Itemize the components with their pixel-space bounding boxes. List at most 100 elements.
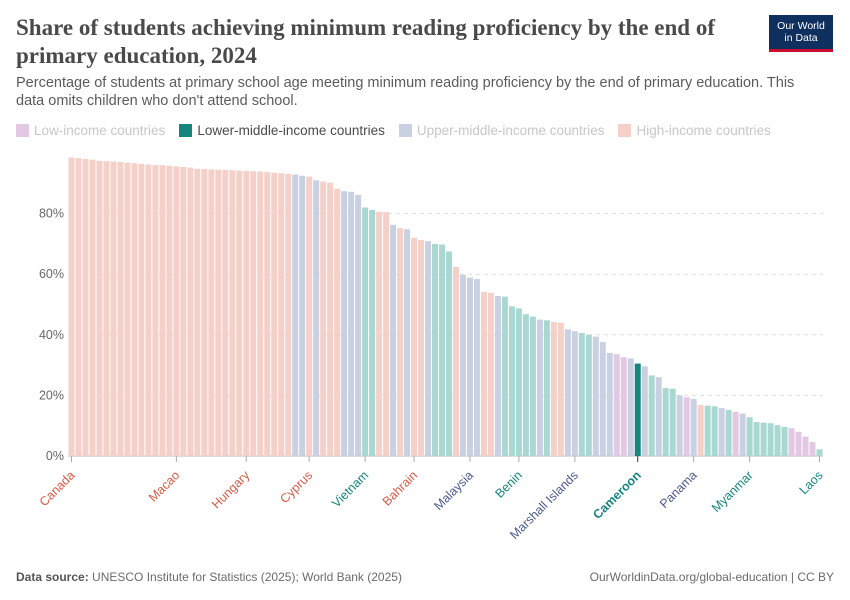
bar[interactable]	[418, 239, 425, 456]
bar[interactable]	[662, 388, 669, 456]
bar[interactable]	[404, 229, 411, 456]
bar[interactable]	[103, 161, 110, 456]
bar[interactable]	[641, 366, 648, 456]
bar[interactable]	[271, 172, 278, 456]
bar[interactable]	[739, 413, 746, 456]
bar[interactable]	[613, 354, 620, 456]
bar[interactable]	[439, 244, 445, 456]
bar[interactable]	[383, 212, 390, 456]
bar[interactable]	[341, 191, 348, 457]
bar[interactable]	[522, 314, 529, 456]
bar[interactable]	[809, 442, 816, 456]
bar-cyprus[interactable]	[306, 176, 313, 456]
bar[interactable]	[215, 169, 222, 457]
legend-item-low-income[interactable]: Low-income countries	[16, 123, 165, 138]
bar[interactable]	[620, 357, 627, 456]
bar[interactable]	[236, 170, 243, 456]
bar[interactable]	[494, 296, 501, 456]
bar[interactable]	[725, 409, 732, 456]
legend-item-high-income[interactable]: High-income countries	[618, 123, 771, 138]
bar[interactable]	[194, 168, 201, 457]
bar[interactable]	[606, 352, 613, 456]
bar-panama[interactable]	[690, 399, 697, 456]
bar[interactable]	[501, 296, 508, 456]
bar[interactable]	[788, 428, 795, 456]
bar-marshall-islands[interactable]	[571, 331, 578, 456]
bar[interactable]	[718, 408, 725, 456]
bar[interactable]	[376, 211, 383, 456]
bar[interactable]	[327, 182, 334, 456]
bar[interactable]	[683, 397, 690, 456]
bar[interactable]	[166, 165, 173, 456]
bar[interactable]	[487, 292, 494, 456]
bar[interactable]	[473, 279, 480, 456]
bar[interactable]	[704, 405, 711, 456]
bar[interactable]	[760, 422, 767, 456]
bar[interactable]	[145, 164, 152, 457]
bar[interactable]	[802, 436, 809, 456]
bar[interactable]	[536, 319, 543, 456]
bar-canada[interactable]	[68, 157, 75, 457]
bar[interactable]	[585, 334, 592, 456]
bar[interactable]	[732, 411, 739, 456]
bar[interactable]	[96, 160, 103, 457]
bar[interactable]	[397, 228, 404, 456]
bar[interactable]	[446, 251, 452, 456]
bar[interactable]	[697, 405, 704, 456]
bar[interactable]	[187, 167, 194, 456]
bar[interactable]	[138, 163, 145, 456]
bar[interactable]	[313, 180, 320, 456]
bar[interactable]	[753, 422, 760, 456]
bar[interactable]	[599, 342, 606, 456]
bar[interactable]	[369, 209, 376, 456]
bar[interactable]	[543, 320, 550, 456]
bar[interactable]	[390, 224, 397, 456]
bar[interactable]	[348, 191, 355, 456]
bar[interactable]	[159, 165, 166, 456]
bar-vietnam[interactable]	[362, 207, 369, 456]
bar[interactable]	[676, 395, 683, 456]
bar[interactable]	[320, 181, 327, 456]
bar[interactable]	[648, 375, 655, 456]
bar-malaysia[interactable]	[466, 277, 473, 456]
bar[interactable]	[669, 388, 676, 456]
bar[interactable]	[564, 329, 571, 456]
bar[interactable]	[529, 316, 536, 456]
bar[interactable]	[480, 291, 487, 456]
bar[interactable]	[655, 377, 662, 456]
bar[interactable]	[110, 161, 117, 456]
bar-hungary[interactable]	[243, 170, 250, 456]
bar[interactable]	[578, 332, 585, 456]
bar[interactable]	[459, 274, 466, 456]
bar[interactable]	[711, 406, 718, 456]
bar[interactable]	[550, 322, 557, 456]
bar[interactable]	[508, 306, 515, 456]
bar[interactable]	[592, 336, 599, 456]
bar[interactable]	[278, 173, 285, 456]
bar[interactable]	[124, 162, 131, 457]
bar[interactable]	[180, 166, 187, 457]
bar[interactable]	[452, 266, 459, 456]
bar[interactable]	[781, 426, 788, 456]
bar[interactable]	[355, 194, 362, 456]
bar[interactable]	[334, 188, 341, 456]
bar[interactable]	[82, 159, 89, 456]
bar-bahrain[interactable]	[411, 237, 418, 456]
bar-laos[interactable]	[816, 449, 823, 456]
bar[interactable]	[89, 159, 96, 456]
bar[interactable]	[117, 162, 124, 456]
bar[interactable]	[257, 171, 264, 456]
bar-macao[interactable]	[173, 166, 180, 456]
bar[interactable]	[229, 170, 236, 456]
owid-logo[interactable]: Our World in Data	[769, 15, 833, 52]
legend-item-lower-middle-income[interactable]: Lower-middle-income countries	[179, 123, 385, 138]
bar[interactable]	[299, 175, 306, 456]
bar[interactable]	[285, 173, 292, 457]
bar[interactable]	[774, 425, 781, 456]
footer-url[interactable]: OurWorldinData.org/global-education | CC…	[589, 570, 834, 584]
bar[interactable]	[75, 158, 82, 456]
bar[interactable]	[201, 169, 208, 456]
bar[interactable]	[795, 431, 802, 456]
bar[interactable]	[264, 172, 271, 457]
bar[interactable]	[250, 171, 257, 456]
